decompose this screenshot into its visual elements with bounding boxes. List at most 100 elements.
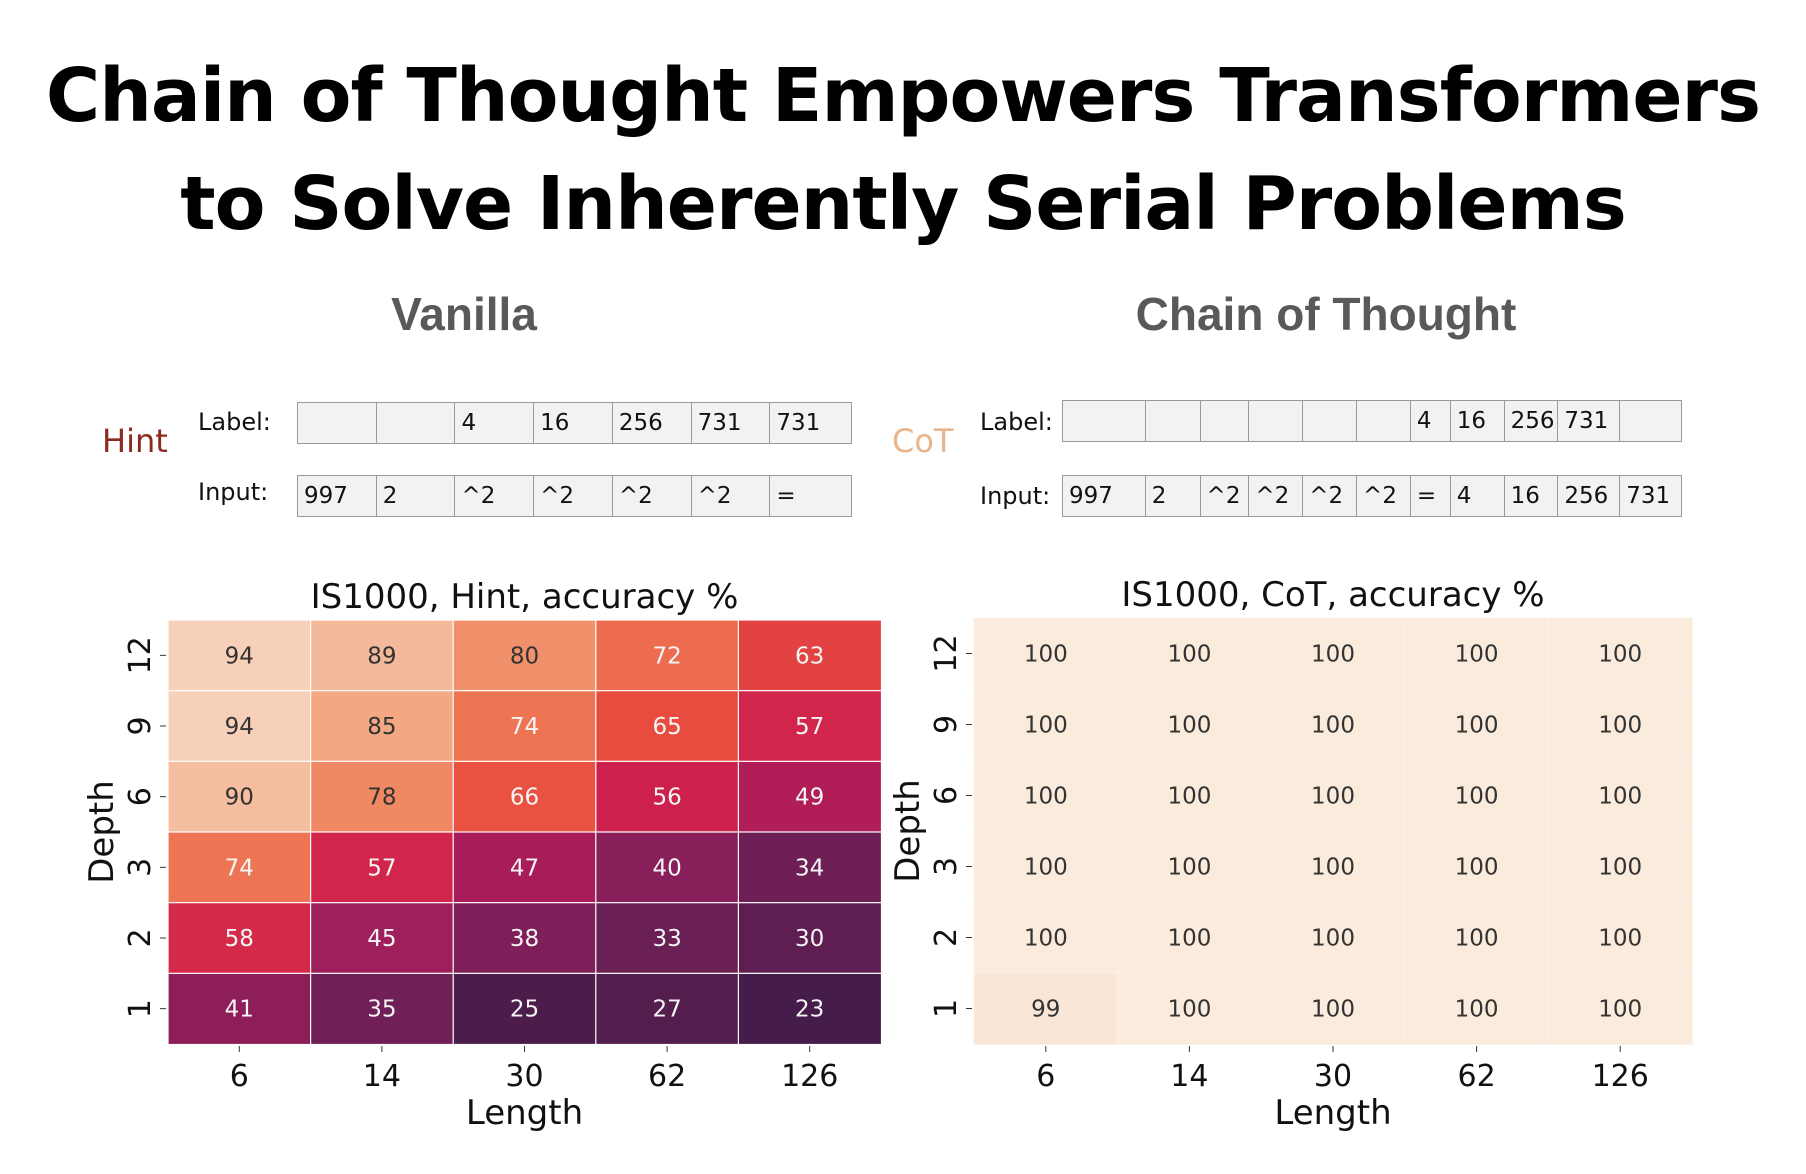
- heatmap-cell: [1117, 688, 1263, 761]
- y-tick-label: 6: [123, 787, 158, 806]
- heatmap-cell: [1117, 901, 1263, 974]
- title-line-1: Chain of Thought Empowers Transformers: [45, 53, 1761, 139]
- right-label-token: [1303, 401, 1358, 441]
- heatmap-cell: [1117, 830, 1263, 903]
- x-tick-label: 30: [505, 1059, 543, 1094]
- y-tick-label: 1: [929, 999, 964, 1018]
- x-tick-label: 6: [1036, 1059, 1055, 1094]
- y-tick-label: 12: [123, 636, 158, 674]
- left-label-token: 731: [776, 410, 821, 436]
- cell-value-label: 100: [1598, 855, 1642, 881]
- cell-value-label: 38: [510, 926, 539, 952]
- y-tick-label: 6: [929, 786, 964, 805]
- cell-value-label: 74: [225, 855, 254, 881]
- right-label-caption: Label:: [980, 408, 1053, 436]
- right-input-sequence: 997 2 ^2 ^2 ^2 ^2 = 4 16 256 731: [1062, 475, 1682, 517]
- cell-value-label: 80: [510, 643, 539, 669]
- cell-value-label: 72: [652, 643, 681, 669]
- cell-value-label: 23: [795, 997, 824, 1023]
- left-input-token: =: [776, 483, 796, 509]
- heatmap-cell: [1547, 688, 1694, 761]
- cell-value-label: 100: [1598, 784, 1642, 810]
- cell-value-label: 65: [652, 714, 681, 740]
- x-tick-label: 62: [648, 1059, 686, 1094]
- right-input-token: ^2: [1303, 476, 1358, 516]
- left-input-token: 997: [298, 476, 377, 516]
- heatmap-cell: [595, 831, 740, 904]
- right-label-sequence: 4 16 256 731: [1062, 400, 1682, 442]
- left-label-token: 731: [692, 403, 771, 443]
- right-input-token: ^2: [1357, 476, 1411, 516]
- heatmap-cell: [973, 830, 1119, 903]
- heatmap-cell: [310, 902, 455, 975]
- right-input-token: 4: [1451, 476, 1505, 516]
- heatmap-cell: [737, 972, 883, 1046]
- cell-value-label: 94: [225, 714, 254, 740]
- x-tick-label: 126: [1592, 1059, 1649, 1094]
- cell-value-label: 66: [510, 785, 539, 811]
- heatmap-cell: [1547, 972, 1694, 1045]
- cell-value-label: 100: [1455, 855, 1499, 881]
- cell-value-label: 100: [1455, 784, 1499, 810]
- left-input-token: ^2: [534, 476, 613, 516]
- cell-value-label: 100: [1455, 642, 1499, 668]
- heatmap-cell: [973, 688, 1119, 761]
- heatmap-cell: [452, 831, 597, 904]
- cell-value-label: 100: [1167, 926, 1211, 952]
- cell-value-label: 100: [1024, 855, 1068, 881]
- heatmap-cell: [737, 760, 883, 834]
- right-label-token: 4: [1411, 401, 1451, 441]
- left-label-sequence: 4 16 256 731 731: [297, 402, 852, 444]
- left-label-token: 4: [455, 403, 535, 443]
- heatmap-cell: [167, 690, 312, 763]
- cell-value-label: 100: [1024, 642, 1068, 668]
- cot-tag: CoT: [892, 422, 954, 460]
- cell-value-label: 85: [367, 714, 396, 740]
- y-tick-label: 1: [123, 999, 158, 1018]
- heatmap-cell: [1404, 972, 1550, 1045]
- cell-value-label: 89: [367, 643, 396, 669]
- heatmap-cell: [595, 902, 740, 975]
- cell-value-label: 100: [1311, 713, 1355, 739]
- heatmap-cell: [167, 760, 312, 834]
- heatmap-cell: [310, 690, 455, 763]
- y-tick-label: 3: [929, 857, 964, 876]
- heatmap-cell: [1117, 617, 1263, 690]
- cell-value-label: 30: [795, 926, 824, 952]
- y-tick-label: 3: [123, 858, 158, 877]
- heatmap-cell: [737, 690, 883, 763]
- cell-value-label: 57: [795, 714, 824, 740]
- x-tick-label: 6: [230, 1059, 249, 1094]
- heatmap-cell: [310, 760, 455, 834]
- heatmap-title: IS1000, CoT, accuracy %: [1121, 575, 1544, 615]
- cell-value-label: 63: [795, 643, 824, 669]
- heatmap-cell: [737, 619, 883, 692]
- cell-value-label: 100: [1311, 784, 1355, 810]
- heatmap-cell: [973, 901, 1119, 974]
- heatmap-cell: [452, 690, 597, 763]
- cell-value-label: 100: [1024, 784, 1068, 810]
- heatmap-cell: [452, 972, 597, 1046]
- right-label-token: 16: [1451, 401, 1505, 441]
- cell-value-label: 100: [1167, 784, 1211, 810]
- heatmap-cell: [1547, 617, 1694, 690]
- left-label-token: [377, 403, 456, 443]
- left-label-token: 16: [534, 403, 613, 443]
- cell-value-label: 25: [510, 997, 539, 1023]
- heatmap-cell: [737, 831, 883, 904]
- vanilla-heading: Vanilla: [391, 288, 537, 340]
- cell-value-label: 27: [652, 997, 681, 1023]
- cell-value-label: 100: [1167, 713, 1211, 739]
- x-tick-label: 126: [781, 1059, 838, 1094]
- cell-value-label: 100: [1311, 926, 1355, 952]
- cell-value-label: 100: [1311, 855, 1355, 881]
- heatmap-title: IS1000, Hint, accuracy %: [311, 577, 739, 617]
- right-input-token: 16: [1505, 476, 1559, 516]
- cell-value-label: 100: [1167, 642, 1211, 668]
- left-input-token: ^2: [455, 476, 535, 516]
- cell-value-label: 35: [367, 997, 396, 1023]
- heatmap-cell: [1260, 830, 1406, 903]
- right-input-token: 256: [1558, 476, 1621, 516]
- left-input-token: ^2: [692, 476, 771, 516]
